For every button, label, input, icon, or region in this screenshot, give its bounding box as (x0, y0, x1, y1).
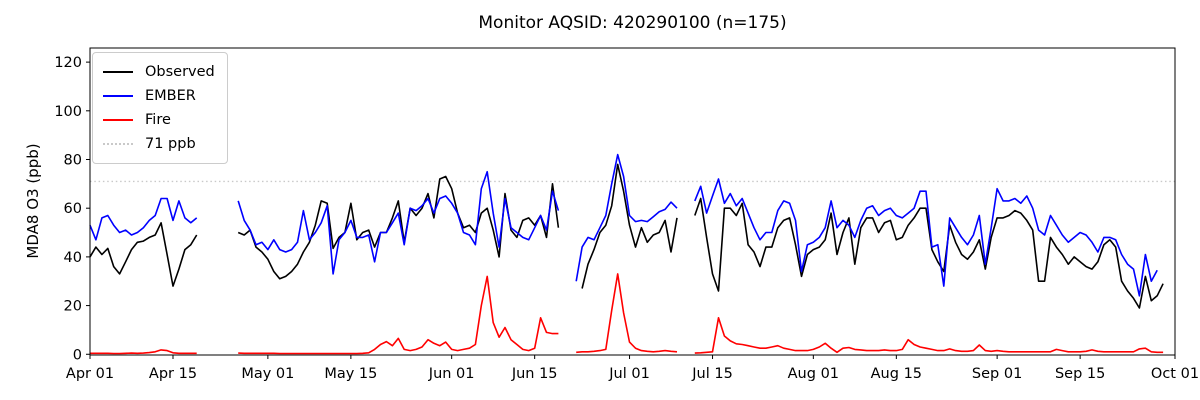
chart-title: Monitor AQSID: 420290100 (n=175) (478, 13, 787, 33)
legend-line-swatch (103, 71, 133, 73)
x-tick-label: Aug 01 (788, 366, 839, 382)
x-tick-label: Jul 01 (608, 366, 650, 382)
legend-label: Observed (145, 64, 215, 80)
x-tick-label: Jun 15 (511, 366, 558, 382)
y-tick-label: 0 (73, 347, 82, 363)
ember-line (89, 153, 1158, 297)
legend-item-fire: Fire (103, 108, 215, 132)
x-tick-label: Oct 01 (1151, 366, 1199, 382)
legend-line-swatch (103, 95, 133, 97)
legend: Observed EMBER Fire 71 ppb (92, 52, 228, 164)
legend-line-swatch (103, 143, 133, 145)
legend-item-ember: EMBER (103, 84, 215, 108)
x-tick-label: Sep 15 (1055, 366, 1105, 382)
y-tick-label: 20 (64, 299, 82, 315)
legend-line-swatch (103, 119, 133, 121)
observed-line (89, 163, 1164, 309)
x-tick-label: Jun 01 (428, 366, 475, 382)
x-tick-label: Aug 15 (871, 366, 922, 382)
y-tick-label: 120 (54, 55, 82, 71)
y-tick-label: 60 (64, 201, 82, 217)
x-tick-label: Apr 15 (149, 366, 197, 382)
x-tick-label: Jul 15 (691, 366, 733, 382)
y-tick-label: 80 (64, 153, 82, 169)
x-tick-label: May 01 (241, 366, 294, 382)
legend-label: Fire (145, 112, 171, 128)
x-tick-label: Apr 01 (66, 366, 114, 382)
legend-item-71-ppb: 71 ppb (103, 132, 215, 156)
legend-label: 71 ppb (145, 136, 196, 152)
plot-frame (89, 47, 1176, 356)
x-tick-label: May 15 (324, 366, 377, 382)
legend-item-observed: Observed (103, 60, 215, 84)
y-tick-label: 40 (64, 250, 82, 266)
legend-label: EMBER (145, 88, 196, 104)
x-tick-label: Sep 01 (972, 366, 1022, 382)
y-tick-label: 100 (54, 104, 82, 120)
fire-line (90, 273, 1164, 355)
